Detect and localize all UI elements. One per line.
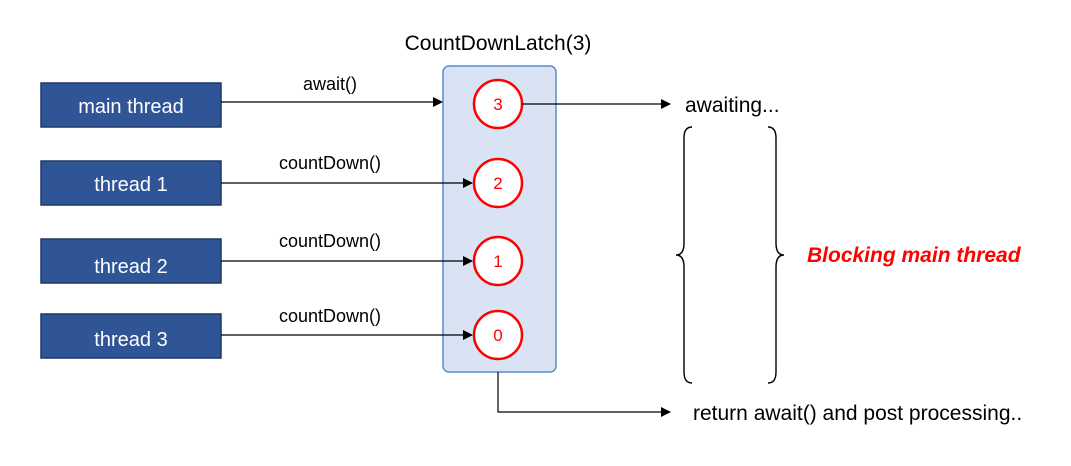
counter-circle-0 [472,309,524,361]
call-label-countdown-1: countDown() [279,153,381,173]
thread-2: thread 2 [40,238,222,284]
latch-container [442,65,557,373]
thread-3: thread 3 [40,313,222,359]
thread-label-3: thread 3 [94,329,167,351]
counter-value-2: 2 [493,174,502,193]
awaiting-label: awaiting... [685,94,780,117]
call-label-countdown-2: countDown() [279,231,381,251]
arrow-to-return [497,372,671,417]
counter-value-3: 3 [493,95,502,114]
counter-circle-1 [472,235,524,287]
thread-1: thread 1 [40,160,222,206]
return-label: return await() and post processing.. [693,402,1022,425]
thread-label-2: thread 2 [94,256,167,278]
thread-box-3 [40,313,222,359]
thread-box-1 [40,160,222,206]
counter-value-0: 0 [493,326,502,345]
counter-value-1: 1 [493,252,502,271]
call-label-await: await() [303,74,357,94]
thread-main: main thread [40,82,222,128]
thread-label-1: thread 1 [94,174,167,196]
left-brace [675,126,693,384]
thread-label-main: main thread [78,96,184,118]
counter-0: 0 [472,309,524,361]
counter-3: 3 [472,78,524,130]
thread-box-main [40,82,222,128]
latch-title: CountDownLatch(3) [405,32,592,55]
counter-circle-2 [472,157,524,209]
right-brace [767,126,785,384]
counter-1: 1 [472,235,524,287]
counter-2: 2 [472,157,524,209]
thread-box-2 [40,238,222,284]
call-label-countdown-3: countDown() [279,306,381,326]
blocking-main-thread-label: Blocking main thread [807,244,1022,267]
